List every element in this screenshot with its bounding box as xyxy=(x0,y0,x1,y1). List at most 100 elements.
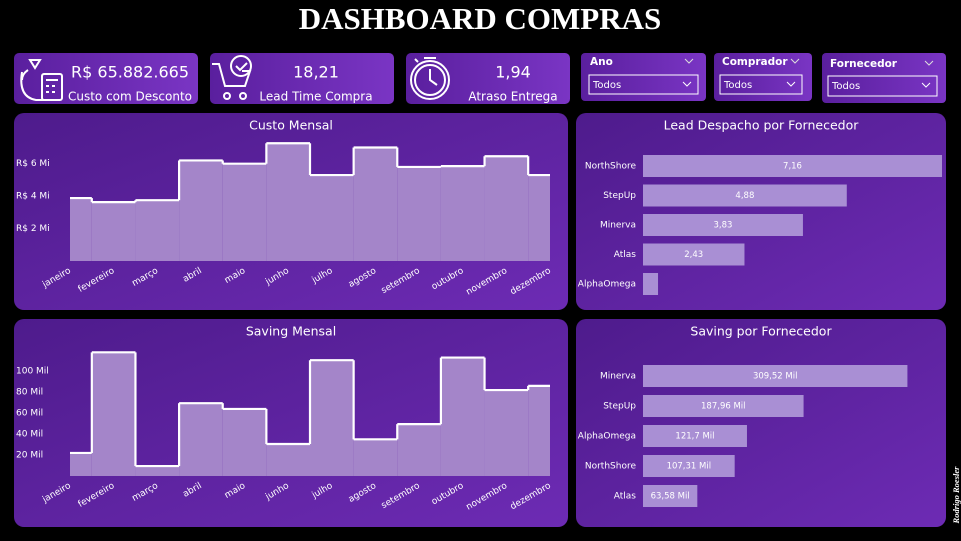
area-step xyxy=(266,143,310,261)
area-step xyxy=(135,466,180,476)
y-tick-label: 20 Mil xyxy=(16,451,43,461)
data-label: 4,88 xyxy=(735,191,754,201)
data-label: 309,52 Mil xyxy=(753,372,798,382)
filter-label: Comprador xyxy=(722,56,788,68)
chart-title: Saving Mensal xyxy=(246,324,336,339)
filter-value: Todos xyxy=(723,80,752,91)
chart-title: Custo Mensal xyxy=(249,118,333,133)
filter-label: Ano xyxy=(590,56,613,68)
data-label: 7,16 xyxy=(783,162,802,172)
filter[interactable]: Fornecedor Todos xyxy=(822,53,946,103)
y-tick-label: 40 Mil xyxy=(16,430,43,440)
kpi-label: Atraso Entrega xyxy=(468,90,557,104)
data-label: 63,58 Mil xyxy=(651,492,690,502)
chevron xyxy=(786,81,796,87)
area-step xyxy=(222,163,267,261)
filter-value: Todos xyxy=(592,80,621,91)
filter-value: Todos xyxy=(831,81,860,92)
bar xyxy=(643,184,847,207)
kpi-card xyxy=(406,53,570,104)
area-step xyxy=(222,408,267,476)
chevron xyxy=(921,82,931,88)
kpi-card xyxy=(14,53,198,104)
data-label: 121,7 Mil xyxy=(675,432,714,442)
kpi-label: Custo com Desconto xyxy=(68,90,192,104)
dropdown[interactable] xyxy=(827,75,938,97)
area-step xyxy=(353,439,398,476)
chart-title: Saving por Fornecedor xyxy=(690,324,832,339)
area-step xyxy=(70,452,92,476)
y-tick-label: R$ 6 Mi xyxy=(16,159,50,169)
dropdown[interactable] xyxy=(719,74,803,95)
y-tick-label: R$ 4 Mi xyxy=(16,192,50,202)
data-label: 2,43 xyxy=(684,250,703,260)
filter[interactable]: Ano Todos xyxy=(581,53,706,101)
y-tick-label: StepUp xyxy=(603,402,636,412)
y-tick-label: NorthShore xyxy=(585,162,637,172)
y-tick-label: AlphaOmega xyxy=(578,432,636,442)
y-tick-label: 80 Mil xyxy=(16,388,43,398)
filter-card xyxy=(822,53,946,103)
chevron xyxy=(924,60,934,66)
bar xyxy=(643,155,942,177)
filter-label: Fornecedor xyxy=(830,58,898,70)
data-label: 187,96 Mil xyxy=(701,402,746,412)
money-icon xyxy=(20,59,63,101)
filter-card xyxy=(714,53,812,101)
cart-icon xyxy=(212,55,252,100)
y-tick-label: Minerva xyxy=(600,372,636,382)
filter-card xyxy=(581,53,706,101)
area-step xyxy=(528,175,550,261)
kpi-card xyxy=(210,53,394,104)
area-step xyxy=(135,200,180,261)
area-step xyxy=(528,385,550,476)
data-label: 3,83 xyxy=(714,221,733,231)
y-tick-label: StepUp xyxy=(603,191,636,201)
area-step xyxy=(179,403,223,476)
area-step xyxy=(91,352,136,476)
kpi-value: 1,94 xyxy=(495,63,531,82)
y-tick-label: Atlas xyxy=(614,250,637,260)
area-step xyxy=(70,198,92,261)
area-step xyxy=(353,147,398,261)
area-step xyxy=(397,424,441,476)
bar xyxy=(643,425,747,447)
area-step xyxy=(91,202,136,261)
chevron xyxy=(684,58,694,64)
y-tick-label: R$ 2 Mi xyxy=(16,224,50,234)
area-step xyxy=(484,390,529,476)
y-tick-label: 100 Mil xyxy=(16,367,49,377)
bar xyxy=(643,273,659,295)
area-step xyxy=(310,175,354,261)
bar xyxy=(643,365,908,387)
stopwatch-icon xyxy=(410,57,450,100)
bar xyxy=(643,485,698,507)
dropdown[interactable] xyxy=(588,74,699,95)
area-step xyxy=(179,160,223,261)
kpi-value: 18,21 xyxy=(293,63,339,82)
y-tick-label: AlphaOmega xyxy=(578,280,636,290)
bar xyxy=(643,243,745,266)
y-tick-label: Minerva xyxy=(600,221,636,231)
filter[interactable]: Comprador Todos xyxy=(714,53,812,101)
area-step xyxy=(440,166,485,261)
area-step xyxy=(266,444,310,476)
kpi-label: Lead Time Compra xyxy=(259,90,372,104)
area-step xyxy=(397,166,441,261)
y-tick-label: 60 Mil xyxy=(16,409,43,419)
y-tick-label: Atlas xyxy=(614,492,637,502)
kpi-value: R$ 65.882.665 xyxy=(71,63,189,82)
area-step xyxy=(310,360,354,476)
chevron xyxy=(790,58,800,64)
chevron xyxy=(682,81,692,87)
y-tick-label: NorthShore xyxy=(585,462,637,472)
signature: Rodrigo Roesler xyxy=(951,466,961,525)
data-label: 107,31 Mil xyxy=(667,462,712,472)
page-title: DASHBOARD COMPRAS xyxy=(299,1,662,36)
bar xyxy=(643,455,735,477)
chart-title: Lead Despacho por Fornecedor xyxy=(664,118,860,133)
area-step xyxy=(440,357,485,476)
bar xyxy=(643,395,804,417)
area-step xyxy=(484,156,529,261)
